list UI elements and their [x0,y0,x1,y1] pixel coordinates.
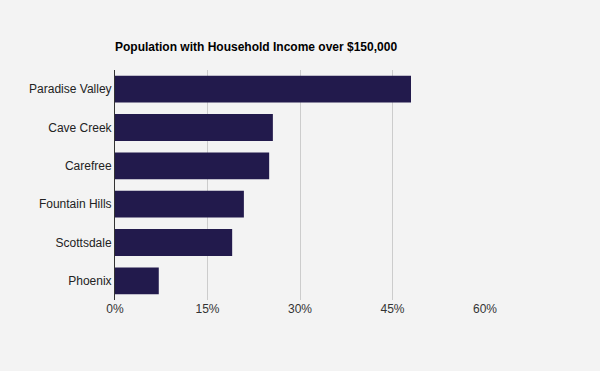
svg-text:Carefree: Carefree [65,159,112,173]
svg-text:Scottsdale: Scottsdale [56,236,112,250]
svg-text:Fountain Hills: Fountain Hills [39,197,112,211]
svg-text:0%: 0% [106,302,124,316]
svg-text:60%: 60% [473,302,497,316]
svg-text:Cave Creek: Cave Creek [48,121,112,135]
svg-text:Phoenix: Phoenix [68,274,111,288]
svg-text:Population with Household Inco: Population with Household Income over $1… [115,40,397,54]
svg-text:15%: 15% [195,302,219,316]
svg-text:45%: 45% [380,302,404,316]
svg-text:Paradise Valley: Paradise Valley [29,82,112,96]
svg-text:30%: 30% [288,302,312,316]
